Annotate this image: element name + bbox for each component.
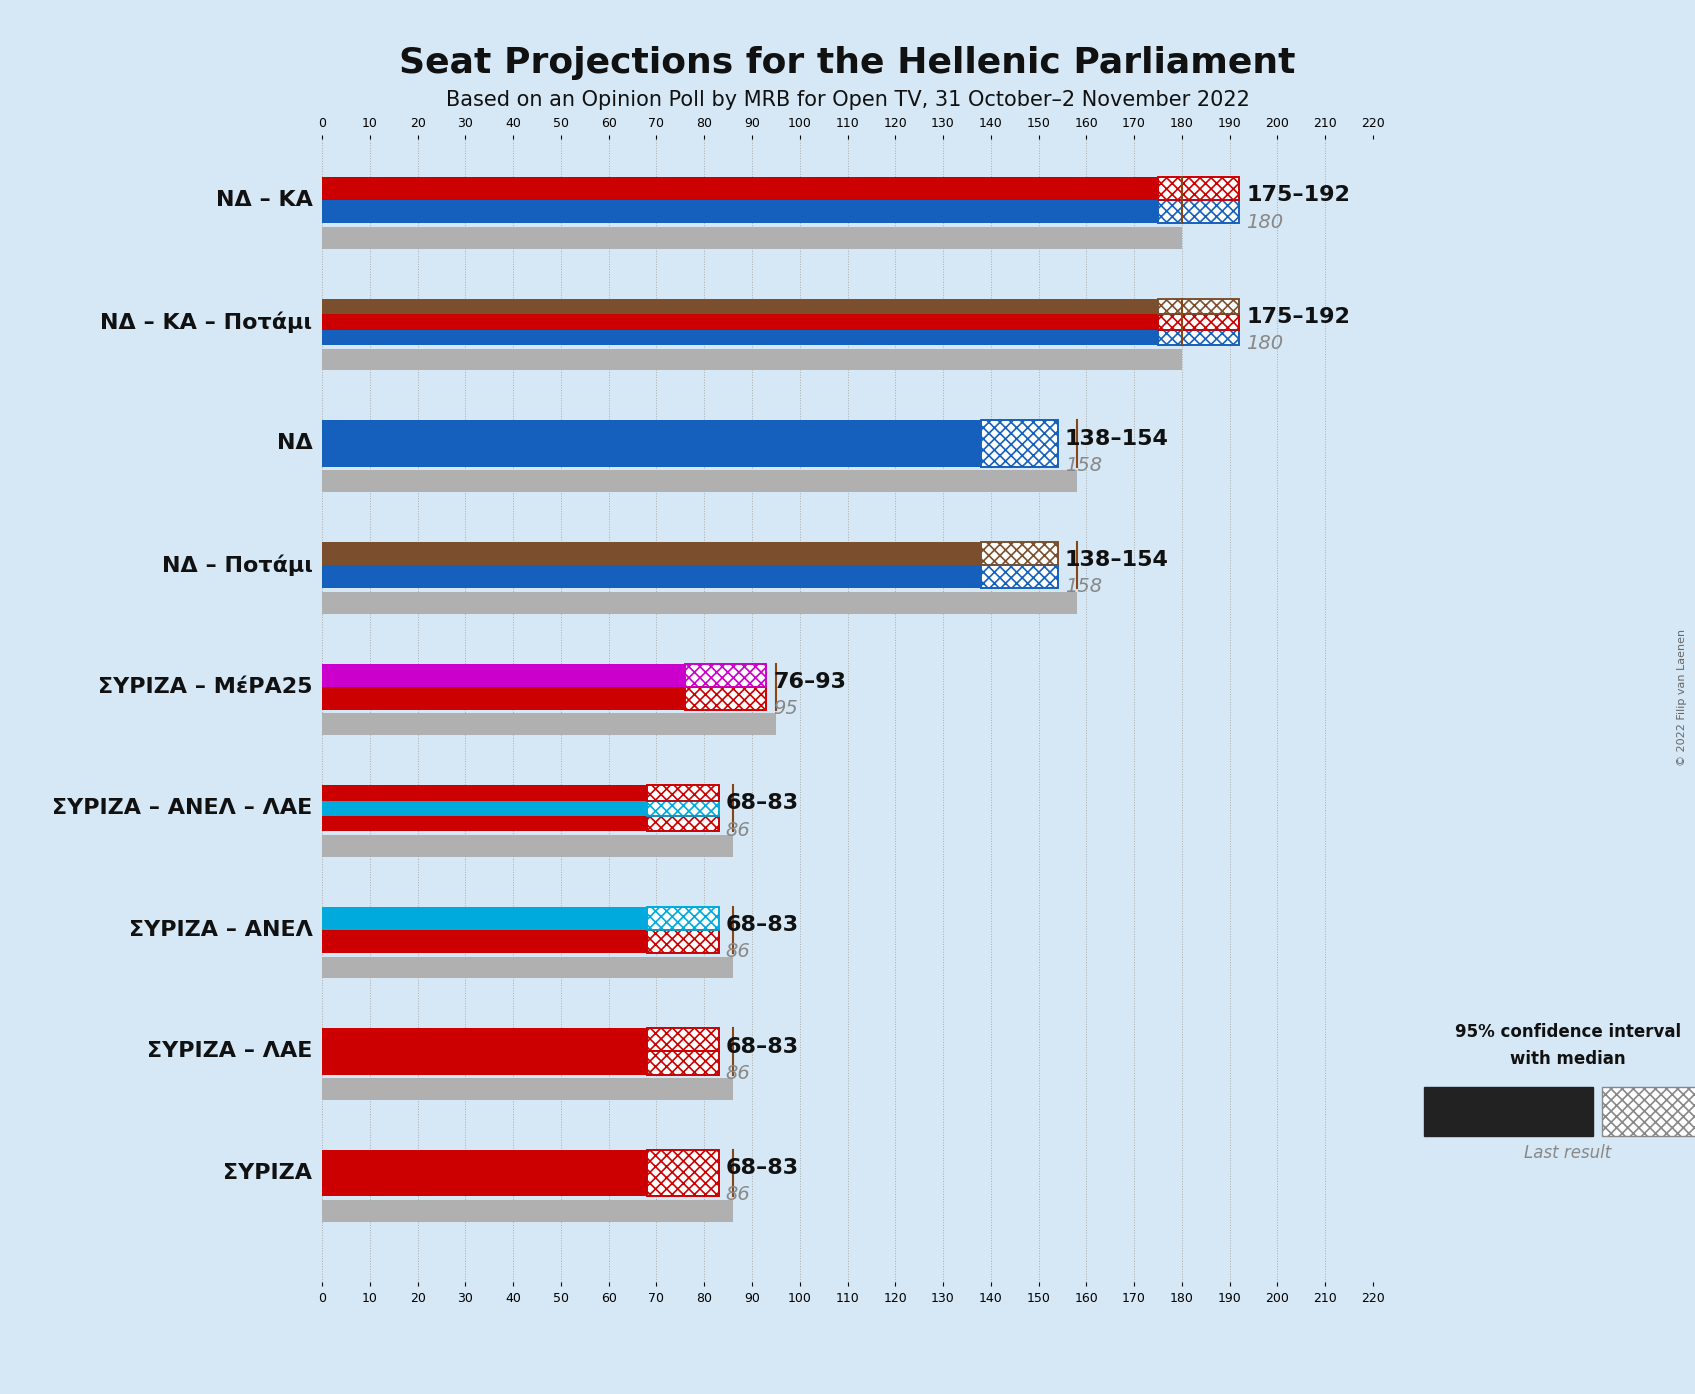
Bar xyxy=(647,930,719,953)
Bar xyxy=(1158,298,1239,314)
Bar xyxy=(322,314,1158,329)
Text: ΣΥΡΙΖΑ: ΣΥΡΙΖΑ xyxy=(224,1163,312,1184)
Bar xyxy=(685,664,766,687)
Bar xyxy=(322,1078,732,1100)
Bar xyxy=(322,177,1158,201)
Bar xyxy=(322,227,1181,250)
Text: 175–192: 175–192 xyxy=(1246,307,1351,328)
Bar xyxy=(647,1150,719,1196)
Bar xyxy=(1158,329,1239,344)
Bar xyxy=(322,592,1076,613)
Bar xyxy=(647,815,719,831)
Bar xyxy=(322,956,732,979)
Bar xyxy=(322,421,981,467)
Bar xyxy=(322,1150,647,1196)
Text: Seat Projections for the Hellenic Parliament: Seat Projections for the Hellenic Parlia… xyxy=(400,46,1295,79)
Bar xyxy=(322,930,647,953)
Text: 158: 158 xyxy=(1064,456,1102,475)
Text: 68–83: 68–83 xyxy=(725,793,798,813)
Bar xyxy=(322,565,981,588)
Text: Based on an Opinion Poll by MRB for Open TV, 31 October–2 November 2022: Based on an Opinion Poll by MRB for Open… xyxy=(446,91,1249,110)
Text: 68–83: 68–83 xyxy=(725,914,798,935)
Bar xyxy=(322,1051,647,1075)
Text: © 2022 Filip van Laenen: © 2022 Filip van Laenen xyxy=(1676,629,1687,765)
Bar xyxy=(1158,177,1239,201)
Bar xyxy=(1158,201,1239,223)
Text: ΣΥΡΙΖΑ – ΜέΡΑ25: ΣΥΡΙΖΑ – ΜέΡΑ25 xyxy=(98,676,312,697)
Bar xyxy=(322,348,1181,371)
Bar xyxy=(647,815,719,831)
Text: 95% confidence interval: 95% confidence interval xyxy=(1454,1023,1681,1040)
Bar xyxy=(1158,177,1239,201)
Text: 158: 158 xyxy=(1064,577,1102,597)
Text: ΝΔ: ΝΔ xyxy=(276,434,312,453)
Bar xyxy=(322,687,685,710)
Bar xyxy=(322,201,1158,223)
Bar xyxy=(981,542,1058,565)
Bar xyxy=(647,1029,719,1051)
Text: Last result: Last result xyxy=(1524,1144,1612,1161)
Bar xyxy=(981,542,1058,565)
Bar xyxy=(1158,298,1239,314)
Bar xyxy=(1158,314,1239,329)
Bar xyxy=(647,800,719,815)
Bar xyxy=(685,687,766,710)
Bar xyxy=(1158,201,1239,223)
Text: 86: 86 xyxy=(725,942,751,962)
Bar xyxy=(322,815,647,831)
Text: 138–154: 138–154 xyxy=(1064,551,1170,570)
Bar xyxy=(981,421,1058,467)
Bar xyxy=(322,329,1158,344)
Bar xyxy=(647,1029,719,1051)
Text: 68–83: 68–83 xyxy=(725,1037,798,1057)
Bar xyxy=(647,906,719,930)
Text: 68–83: 68–83 xyxy=(725,1158,798,1178)
Bar xyxy=(1158,314,1239,329)
Text: 175–192: 175–192 xyxy=(1246,185,1351,205)
Bar xyxy=(322,835,732,857)
Text: 180: 180 xyxy=(1246,213,1283,231)
Text: 95: 95 xyxy=(773,698,798,718)
Text: ΝΔ – ΚΑ – Ποτάμι: ΝΔ – ΚΑ – Ποτάμι xyxy=(100,311,312,333)
Bar xyxy=(322,1029,647,1051)
Text: ΣΥΡΙΖΑ – ΛΑΕ: ΣΥΡΙΖΑ – ΛΑΕ xyxy=(147,1041,312,1061)
Bar xyxy=(685,687,766,710)
Bar xyxy=(685,664,766,687)
Bar xyxy=(981,565,1058,588)
Text: 86: 86 xyxy=(725,821,751,839)
Text: ΝΔ – ΚΑ: ΝΔ – ΚΑ xyxy=(215,190,312,210)
Bar xyxy=(1158,329,1239,344)
Bar xyxy=(322,664,685,687)
Bar xyxy=(322,298,1158,314)
Bar xyxy=(981,421,1058,467)
Text: 86: 86 xyxy=(725,1185,751,1204)
Text: 180: 180 xyxy=(1246,335,1283,353)
Bar xyxy=(322,906,647,930)
Bar xyxy=(647,800,719,815)
Bar xyxy=(322,470,1076,492)
Bar xyxy=(981,565,1058,588)
Text: 138–154: 138–154 xyxy=(1064,428,1170,449)
Text: 86: 86 xyxy=(725,1064,751,1083)
Text: ΣΥΡΙΖΑ – ΑΝΕΛ: ΣΥΡΙΖΑ – ΑΝΕΛ xyxy=(129,920,312,940)
Bar xyxy=(647,906,719,930)
Bar xyxy=(322,1200,732,1221)
Bar xyxy=(322,800,647,815)
Bar xyxy=(647,785,719,800)
Bar xyxy=(322,714,776,735)
Text: 76–93: 76–93 xyxy=(773,672,846,691)
Bar xyxy=(647,1051,719,1075)
Bar xyxy=(647,930,719,953)
Text: ΝΔ – Ποτάμι: ΝΔ – Ποτάμι xyxy=(161,555,312,576)
Bar xyxy=(647,1051,719,1075)
Text: ΣΥΡΙΖΑ – ΑΝΕΛ – ΛΑΕ: ΣΥΡΙΖΑ – ΑΝΕΛ – ΛΑΕ xyxy=(53,799,312,818)
Bar xyxy=(322,785,647,800)
Bar xyxy=(647,1150,719,1196)
Bar xyxy=(322,542,981,565)
Bar xyxy=(647,785,719,800)
Text: with median: with median xyxy=(1510,1051,1626,1068)
